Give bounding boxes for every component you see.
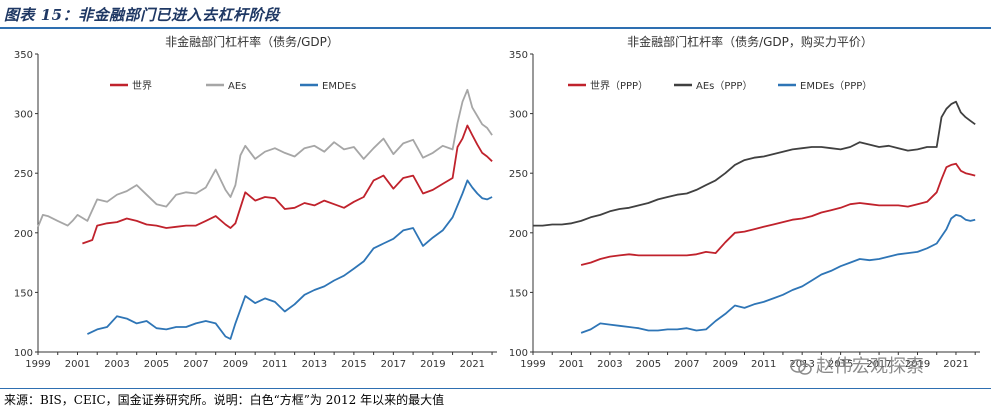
x-tick-label: 2011 xyxy=(751,359,776,370)
y-tick-label: 300 xyxy=(14,110,33,121)
chart-title: 非金融部门杠杆率（债务/GDP，购买力平价） xyxy=(627,34,873,49)
legend-label-0: 世界 xyxy=(132,80,152,92)
x-tick-label: 2011 xyxy=(262,359,287,370)
x-tick-label: 2019 xyxy=(420,359,445,370)
x-tick-label: 2015 xyxy=(341,359,366,370)
x-tick-label: 2007 xyxy=(674,359,699,370)
x-tick-label: 2003 xyxy=(597,359,622,370)
x-tick-label: 2009 xyxy=(223,359,248,370)
y-tick-label: 300 xyxy=(509,110,528,121)
x-tick-label: 2017 xyxy=(866,359,891,370)
x-tick-label: 2005 xyxy=(636,359,661,370)
y-tick-label: 200 xyxy=(14,229,33,240)
title-rule xyxy=(0,27,991,29)
watermark: 赵伟宏观探索 xyxy=(790,352,924,378)
source-note: 来源：BIS，CEIC，国金证券研究所。说明：白色“方框”为 2012 年以来的… xyxy=(4,393,445,407)
wechat-icon xyxy=(790,359,812,375)
x-tick-label: 2021 xyxy=(943,359,968,370)
series-line-2 xyxy=(580,213,976,334)
y-tick-label: 200 xyxy=(509,229,528,240)
series-line-1 xyxy=(533,100,976,227)
x-tick-label: 2013 xyxy=(302,359,327,370)
chart-left: 非金融部门杠杆率（债务/GDP） 100 150 200 250 300 350 1999 20… xyxy=(14,34,497,370)
x-tick-label: 2001 xyxy=(559,359,584,370)
x-tick-label: 2003 xyxy=(104,359,129,370)
y-tick-label: 350 xyxy=(509,50,528,61)
x-tick-label: 2021 xyxy=(460,359,485,370)
x-tick-label: 1999 xyxy=(520,359,545,370)
x-tick-label: 2005 xyxy=(144,359,169,370)
legend-label-2: EMDEs xyxy=(322,81,356,92)
chart-right: 非金融部门杠杆率（债务/GDP，购买力平价） 100 150 200 250 300 350… xyxy=(509,34,980,370)
x-tick-label: 2001 xyxy=(65,359,90,370)
series-line-2 xyxy=(87,179,493,340)
series-line-0 xyxy=(82,124,493,245)
series-line-1 xyxy=(37,88,493,228)
x-tick-label: 2007 xyxy=(183,359,208,370)
y-tick-label: 250 xyxy=(14,169,33,180)
legend-label-2: EMDEs（PPP） xyxy=(800,80,872,92)
x-tick-label: 2017 xyxy=(381,359,406,370)
series-line-0 xyxy=(580,162,976,266)
figure-header: 图表 15：非金融部门已进入去杠杆阶段 xyxy=(0,0,991,30)
y-tick-label: 150 xyxy=(14,288,33,299)
watermark-text: 赵伟宏观探索 xyxy=(816,356,924,377)
y-tick-label: 350 xyxy=(14,50,33,61)
chart-title: 非金融部门杠杆率（债务/GDP） xyxy=(165,34,339,49)
y-tick-label: 150 xyxy=(509,288,528,299)
y-tick-label: 250 xyxy=(509,169,528,180)
legend-label-1: AEs xyxy=(228,81,246,92)
legend-label-1: AEs（PPP） xyxy=(696,80,752,92)
x-tick-label: 2015 xyxy=(828,359,853,370)
x-tick-label: 2009 xyxy=(713,359,738,370)
x-tick-label: 2019 xyxy=(905,359,930,370)
y-tick-label: 100 xyxy=(14,348,33,359)
y-tick-label: 100 xyxy=(509,348,528,359)
legend-label-0: 世界（PPP） xyxy=(590,80,648,92)
charts-canvas: 非金融部门杠杆率（债务/GDP） 100 150 200 250 300 350 1999 20… xyxy=(14,34,980,370)
x-tick-label: 1999 xyxy=(25,359,50,370)
figure-title: 图表 15：非金融部门已进入去杠杆阶段 xyxy=(4,6,280,24)
footer-rule xyxy=(0,388,991,389)
